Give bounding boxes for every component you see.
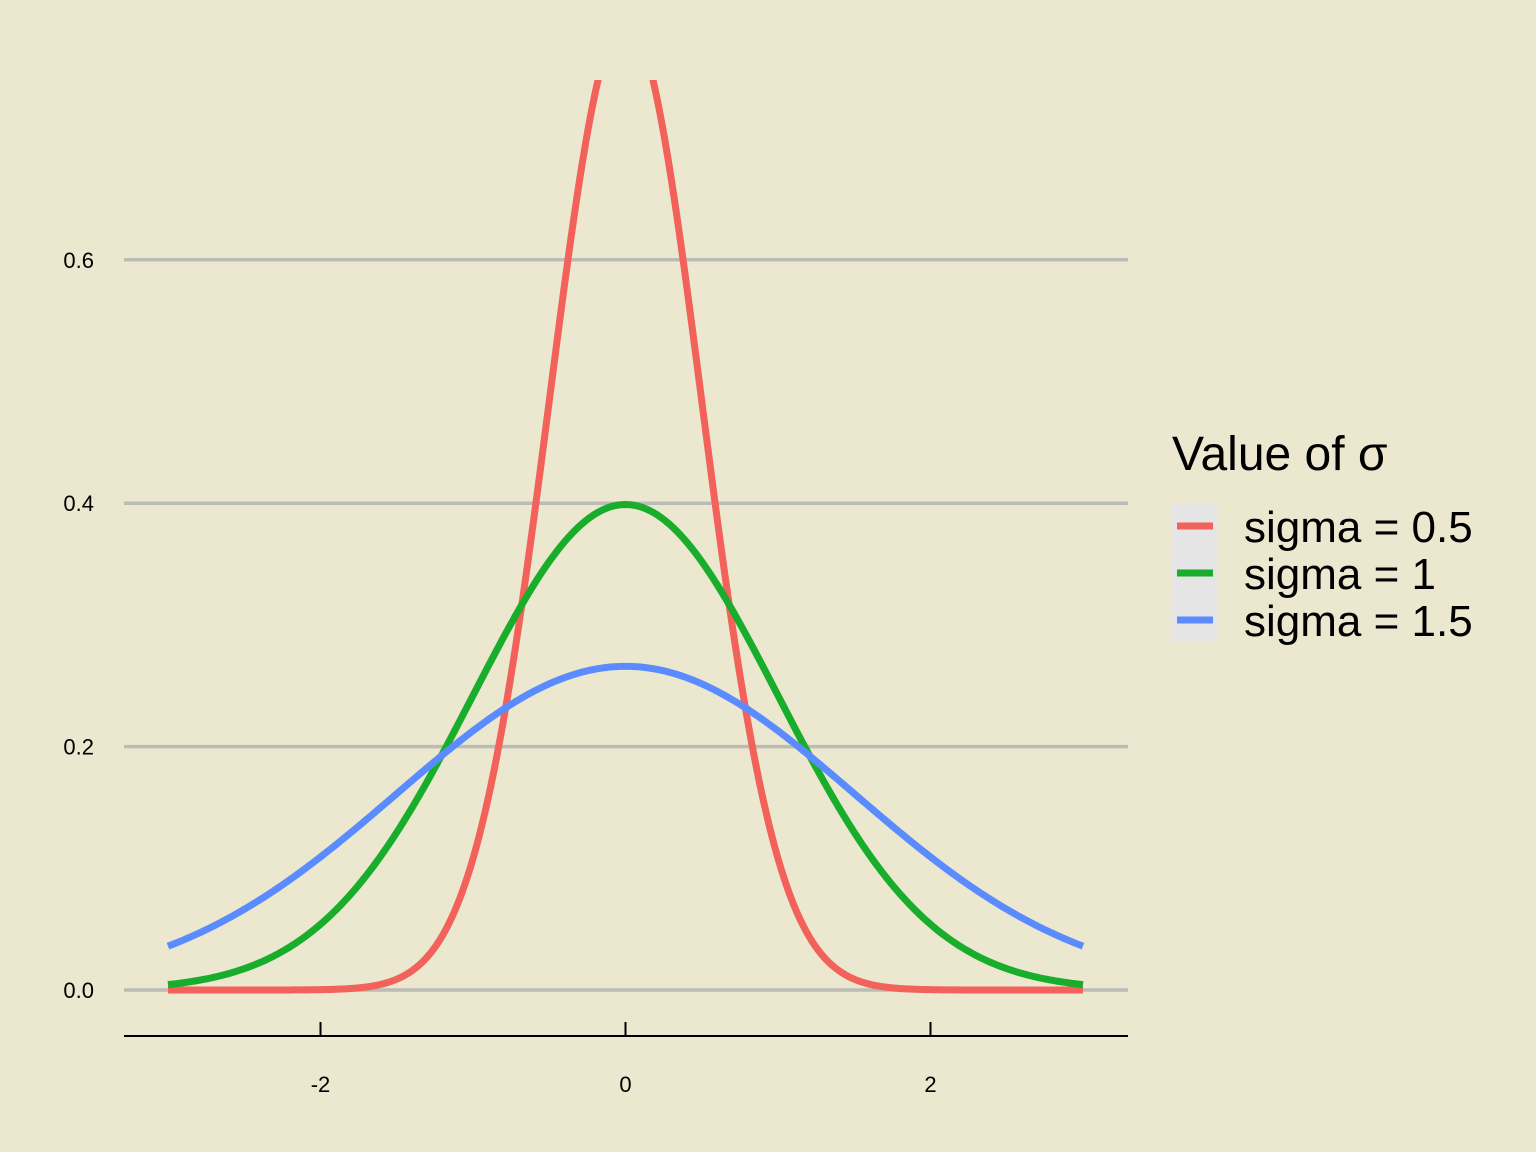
x-tick-label: -2	[311, 1072, 331, 1097]
x-tick-label: 2	[924, 1072, 936, 1097]
x-tick-label: 0	[619, 1072, 631, 1097]
legend-label: sigma = 1	[1244, 550, 1436, 599]
y-tick-label: 0.4	[63, 491, 94, 516]
y-tick-label: 0.6	[63, 248, 94, 273]
y-tick-label: 0.0	[63, 978, 94, 1003]
x-axis: -2 0 2	[124, 1022, 1128, 1097]
legend-label: sigma = 0.5	[1244, 503, 1473, 552]
series-line	[166, 662, 1085, 950]
legend-title: Value of σ	[1172, 428, 1388, 481]
series-line	[167, 80, 1084, 994]
y-tick-label: 0.2	[63, 735, 94, 760]
legend-label: sigma = 1.5	[1244, 597, 1473, 646]
y-axis-tick-labels: 0.0 0.2 0.4 0.6	[63, 248, 94, 1003]
series-lines	[166, 80, 1085, 994]
series-line	[167, 500, 1084, 989]
